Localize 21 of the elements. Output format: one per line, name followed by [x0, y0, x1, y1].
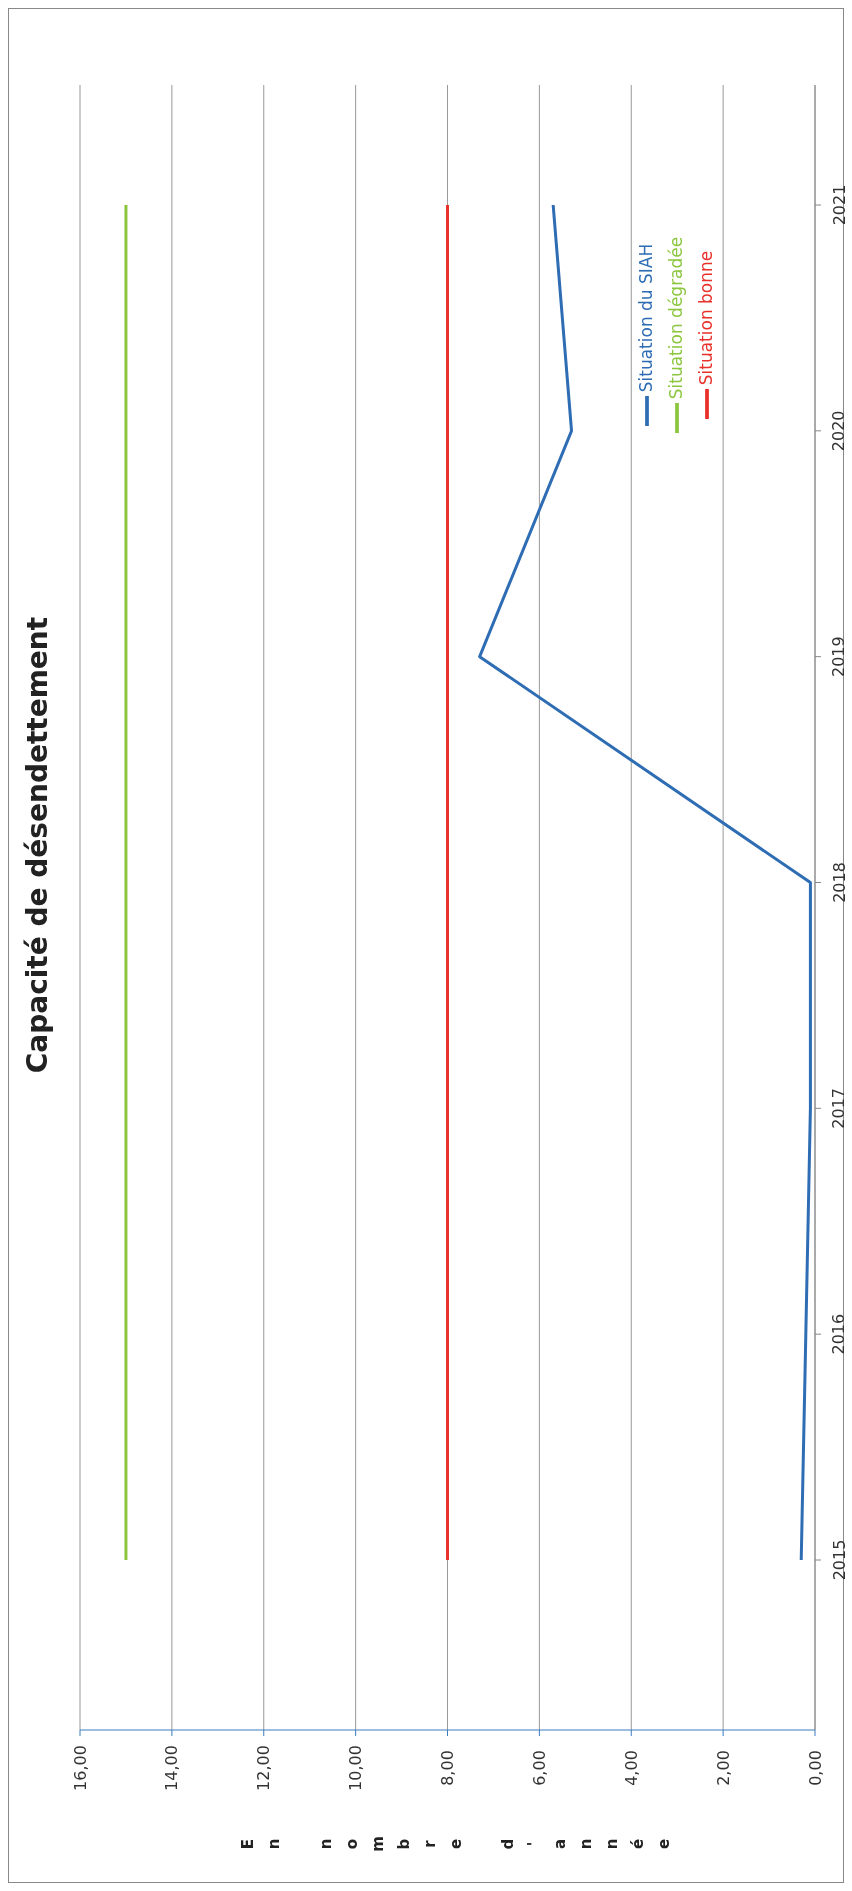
- text: Situation dégradée: [665, 236, 686, 400]
- x-tick-label: 4,00: [621, 1750, 641, 1786]
- x-tick-label: 10,00: [346, 1745, 366, 1791]
- text: Situation du SIAH: [635, 243, 656, 393]
- y-tick-label: 2018: [829, 862, 849, 903]
- x-tick-label: 14,00: [162, 1745, 182, 1791]
- y-tick-label: 2016: [829, 1313, 849, 1355]
- text: Situation bonne: [695, 250, 716, 386]
- x-tick-label: 12,00: [254, 1745, 274, 1791]
- text: En nombre d'année: [239, 1836, 673, 1852]
- text: Capacité de désendettement: [20, 615, 55, 1076]
- x-tick-label: 16,00: [70, 1745, 90, 1791]
- x-tick-label: 0,00: [805, 1750, 825, 1786]
- y-tick-label: 2021: [829, 184, 849, 226]
- x-tick-label: 6,00: [529, 1750, 549, 1786]
- y-tick-label: 2020: [829, 410, 849, 452]
- y-tick-label: 2015: [829, 1539, 849, 1581]
- x-tick-label: 2,00: [713, 1750, 733, 1786]
- y-tick-label: 2017: [829, 1087, 849, 1129]
- y-tick-label: 2019: [829, 636, 849, 678]
- x-tick-label: 8,00: [438, 1750, 457, 1786]
